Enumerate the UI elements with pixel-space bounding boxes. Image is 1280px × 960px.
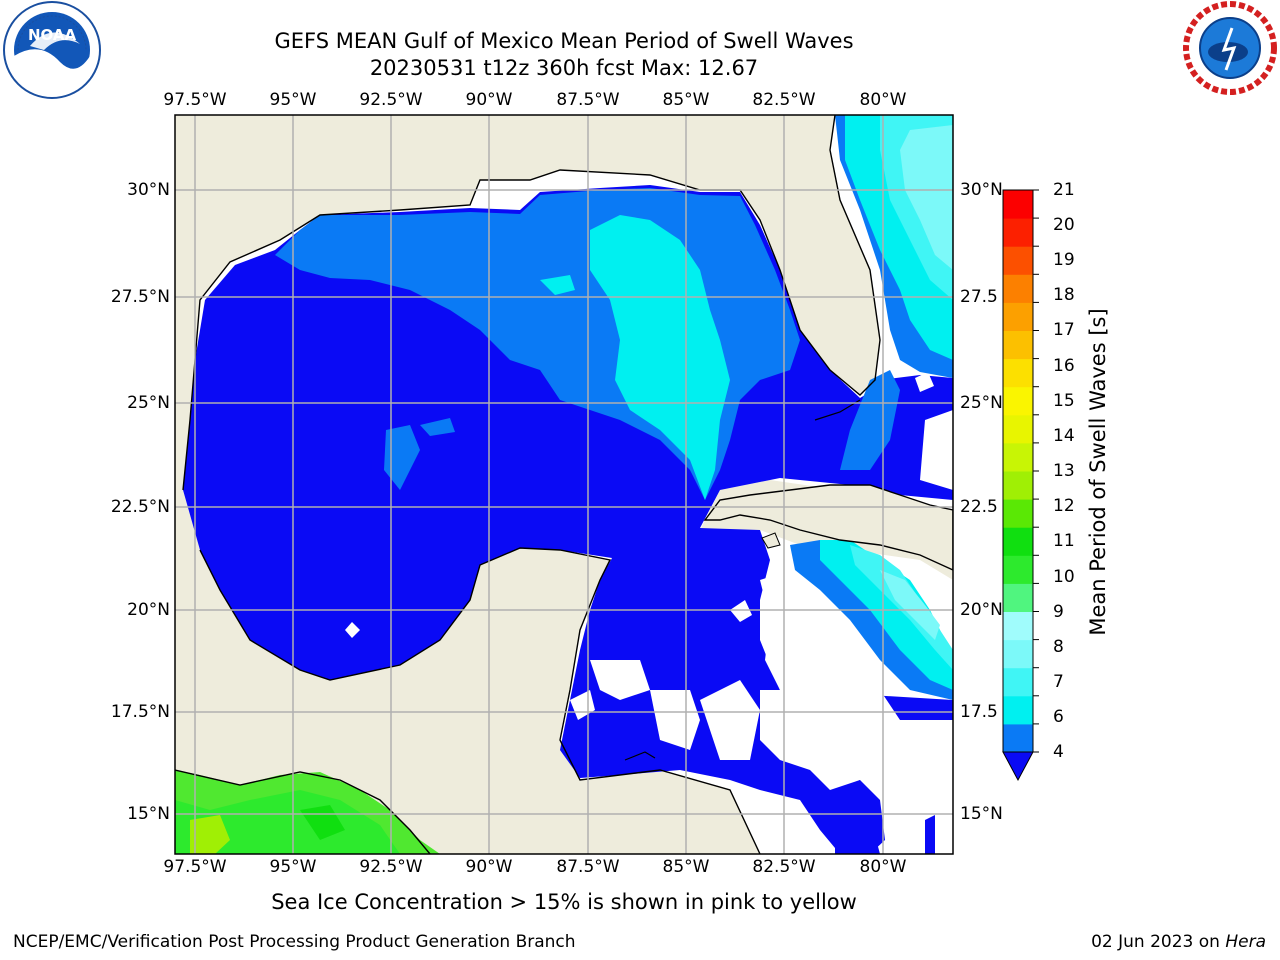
lon-tick-top: 90°W <box>465 90 513 110</box>
lon-tick-top: 95°W <box>269 90 317 110</box>
colorbar-segment <box>1003 218 1033 247</box>
lon-tick-top: 87.5°W <box>556 90 620 110</box>
footer-host: Hera <box>1225 932 1266 952</box>
lon-tick-top: 80°W <box>859 90 907 110</box>
footer-date: 02 Jun 2023 on Hera <box>1091 932 1266 952</box>
lat-tick-right: 25°N <box>960 393 1003 413</box>
lat-tick-right: 22.5 <box>960 497 998 517</box>
svg-text:NOAA: NOAA <box>28 26 77 44</box>
lon-tick-top: 82.5°W <box>752 90 816 110</box>
lon-tick-bottom: 92.5°W <box>359 857 423 877</box>
colorbar-tick: 14 <box>1053 426 1075 446</box>
colorbar-segment <box>1003 667 1033 697</box>
colorbar-segment <box>1003 611 1033 641</box>
colorbar-segment <box>1003 302 1033 331</box>
lon-tick-bottom: 97.5°W <box>163 857 227 877</box>
lat-tick-left: 15°N <box>127 804 170 824</box>
colorbar-segment <box>1003 583 1033 612</box>
lon-tick-bottom: 95°W <box>269 857 317 877</box>
colorbar-tick: 16 <box>1053 356 1075 376</box>
colorbar-tick: 10 <box>1053 567 1075 587</box>
colorbar-tick: 15 <box>1053 391 1075 411</box>
colorbar-tick: 8 <box>1053 637 1064 657</box>
lon-tick-bottom: 85°W <box>662 857 710 877</box>
map-subtitle: 20230531 t12z 360h fcst Max: 12.67 <box>369 56 759 80</box>
colorbar-segment <box>1003 442 1033 472</box>
lat-tick-right: 17.5 <box>960 702 998 722</box>
colorbar-tick: 13 <box>1053 461 1075 481</box>
colorbar-segment <box>1003 499 1033 528</box>
colorbar-tick: 11 <box>1053 531 1075 551</box>
colorbar <box>1002 189 1039 782</box>
colorbar-tick: 18 <box>1053 285 1075 305</box>
lon-tick-top: 97.5°W <box>163 90 227 110</box>
colorbar-extend-min <box>1002 751 1034 782</box>
lon-tick-top: 85°W <box>662 90 710 110</box>
lat-tick-left: 25°N <box>127 393 170 413</box>
no-data-areas <box>345 372 953 854</box>
lat-tick-right: 15°N <box>960 804 1003 824</box>
colorbar-tick: 21 <box>1053 180 1075 200</box>
colorbar-tick: 4 <box>1053 742 1064 762</box>
graticule <box>175 115 953 854</box>
lat-tick-right: 30°N <box>960 180 1003 200</box>
colorbar-segment <box>1003 358 1033 388</box>
colorbar-tick: 9 <box>1053 602 1064 622</box>
lat-tick-left: 22.5°N <box>110 497 170 517</box>
coastline <box>182 115 881 491</box>
lon-tick-bottom: 80°W <box>859 857 907 877</box>
colorbar-tick: 6 <box>1053 707 1064 727</box>
footer-date-text: 02 Jun 2023 on <box>1091 932 1226 952</box>
colorbar-tick: 7 <box>1053 672 1064 692</box>
footer-organization: NCEP/EMC/Verification Post Processing Pr… <box>13 932 576 952</box>
colorbar-segment <box>1003 639 1033 669</box>
colorbar-tick: 19 <box>1053 250 1075 270</box>
colorbar-segment <box>1003 274 1033 303</box>
lat-tick-left: 17.5°N <box>110 702 170 722</box>
colorbar-segment <box>1003 471 1033 500</box>
colorbar-segment <box>1003 555 1033 584</box>
colorbar-segment <box>1003 330 1033 360</box>
sea-ice-caption: Sea Ice Concentration > 15% is shown in … <box>271 890 857 914</box>
lat-tick-right: 27.5 <box>960 287 998 307</box>
contour-2-4-islands <box>835 780 935 854</box>
lat-tick-left: 20°N <box>127 600 170 620</box>
lat-tick-right: 20°N <box>960 600 1003 620</box>
colorbar-label: Mean Period of Swell Waves [s] <box>1086 308 1110 636</box>
lon-tick-bottom: 87.5°W <box>556 857 620 877</box>
colorbar-segment <box>1003 190 1033 219</box>
contour-6-7 <box>590 215 730 500</box>
map-frame <box>174 114 954 855</box>
colorbar-segment <box>1003 723 1033 753</box>
lat-tick-left: 27.5°N <box>110 287 170 307</box>
lon-tick-top: 92.5°W <box>359 90 423 110</box>
colorbar-tick: 20 <box>1053 215 1075 235</box>
colorbar-segment <box>1003 527 1033 556</box>
lon-tick-bottom: 90°W <box>465 857 513 877</box>
colorbar-segment <box>1003 386 1033 416</box>
colorbar-segment <box>1003 246 1033 275</box>
colorbar-segment <box>1003 414 1033 444</box>
lon-tick-bottom: 82.5°W <box>752 857 816 877</box>
colorbar-tick: 17 <box>1053 320 1075 340</box>
nws-logo <box>1183 1 1277 95</box>
lat-tick-left: 30°N <box>127 180 170 200</box>
colorbar-tick: 12 <box>1053 496 1075 516</box>
colorbar-segment <box>1003 695 1033 725</box>
map-title: GEFS MEAN Gulf of Mexico Mean Period of … <box>274 29 854 53</box>
noaa-logo: NOAA <box>3 1 101 99</box>
